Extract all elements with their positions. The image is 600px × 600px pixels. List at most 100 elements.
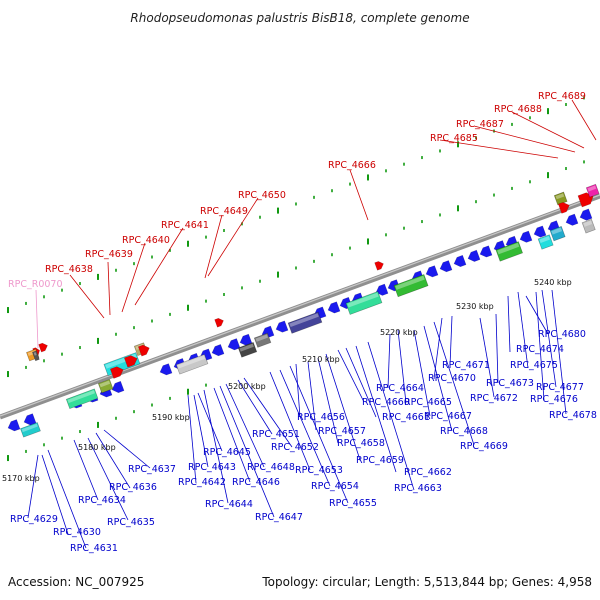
reverse-gene-box-shape: [495, 241, 523, 262]
reverse-gene-leader: [73, 439, 99, 501]
reverse-gene-arrow-shape: [425, 265, 439, 278]
reverse-gene-arrow: [519, 230, 533, 243]
reverse-gene-leader: [433, 317, 443, 380]
forward-gene-leader: [134, 227, 184, 306]
reverse-gene-label: RPC_4677: [536, 382, 584, 393]
reverse-gene-box-shine: [239, 343, 254, 352]
reverse-gene-label: RPC_4676: [530, 394, 578, 405]
reverse-gene-arrow-shape: [533, 225, 547, 238]
forward-gene-arrow-shape: [577, 192, 594, 208]
reverse-gene-label: RPC_4630: [53, 527, 101, 538]
forward-gene-label: RPC_4685: [430, 133, 478, 144]
forward-gene-arrow: [123, 355, 138, 368]
reverse-gene-label: RPC_4665: [404, 397, 452, 408]
reverse-gene-label: RPC_4657: [318, 426, 366, 437]
reverse-gene-leader: [295, 363, 301, 418]
rna-gene-box-mark: [32, 350, 40, 362]
reverse-gene-arrow-shape: [111, 380, 125, 393]
reverse-gene-box-shine: [347, 292, 379, 308]
genome-backbone: [0, 193, 600, 420]
kbp-marker-label: 5240 kbp: [534, 278, 572, 287]
reverse-gene-arrow: [111, 380, 125, 393]
forward-gene-arrow-shape: [137, 344, 150, 357]
reverse-gene-label: RPC_4645: [203, 447, 251, 458]
kbp-layer: 5170 kbp 5180 kbp 5190 kbp 5200 kbp 5210 kbp…: [2, 278, 572, 483]
reverse-gene-leader: [433, 321, 475, 446]
reverse-gene-box-shape: [287, 311, 323, 334]
reverse-gene-arrow-shape: [565, 213, 579, 226]
reverse-gene-box-shape: [549, 225, 566, 242]
reverse-gene-leader: [213, 387, 251, 483]
reverse-gene-leader: [541, 289, 557, 388]
forward-gene-label: RPC_4650: [238, 190, 286, 201]
reverse-gene-label: RPC_4678: [549, 410, 597, 421]
reverse-gene-arrow-shape: [275, 320, 289, 333]
reverse-gene-label: RPC_4653: [295, 465, 343, 476]
forward-gene-label: RPC_4689: [538, 91, 586, 102]
forward-gene-arrow: [137, 344, 150, 357]
reverse-gene-label: RPC_4656: [297, 412, 345, 423]
reverse-gene-label: RPC_4660: [362, 397, 410, 408]
forward-gene-arrow-shape: [109, 366, 124, 379]
forward-gene-arrow: [557, 202, 570, 214]
reverse-gene-label: RPC_4646: [232, 477, 280, 488]
reverse-gene-arrow: [579, 208, 593, 221]
reverse-gene-arrow: [565, 213, 579, 226]
reverse-gene-leader: [237, 379, 273, 435]
reverse-gene-label: RPC_4680: [538, 329, 586, 340]
reverse-gene-box-shine: [289, 313, 319, 328]
forward-gene-label: RPC_4688: [494, 104, 542, 115]
forward-gene-leader: [207, 197, 259, 277]
reverse-gene-arrow: [159, 363, 173, 376]
reverse-gene-label: RPC_4668: [440, 426, 488, 437]
reverse-gene-box-shape: [175, 353, 209, 375]
reverse-gene-box: [97, 378, 114, 394]
reverse-gene-arrow: [239, 333, 253, 346]
reverse-gene-arrow: [375, 283, 389, 296]
forward-gene-arrow-shape: [123, 355, 138, 368]
reverse-gene-box: [253, 332, 272, 348]
reverse-gene-box-shape: [20, 422, 41, 438]
kbp-marker-label: 5180 kbp: [78, 443, 116, 452]
reverse-gene-arrow-shape: [211, 344, 225, 357]
reverse-gene-leader: [95, 432, 131, 489]
reverse-gene-box: [549, 225, 566, 242]
reverse-gene-box-shine: [255, 334, 268, 342]
reverse-gene-arrow-shape: [479, 245, 493, 258]
label-layer: RPC_4638 RPC_4639 RPC_4640 RPC_4641 RPC_4649…: [8, 91, 597, 554]
reverse-gene-leader: [41, 454, 69, 535]
genome-summary-text: Topology: circular; Length: 5,513,844 bp…: [261, 575, 592, 589]
reverse-gene-box-shine: [67, 390, 95, 403]
reverse-gene-leader: [325, 353, 361, 461]
genome-backbone-highlight: [0, 194, 600, 417]
reverse-gene-box: [237, 341, 258, 358]
reverse-gene-arrow-shape: [579, 208, 593, 221]
reverse-gene-arrow-shape: [7, 419, 21, 432]
reverse-gene-arrow: [533, 225, 547, 238]
reverse-gene-label: RPC_4654: [311, 481, 359, 492]
reverse-gene-leader: [517, 291, 529, 369]
reverse-gene-box-shine: [177, 355, 205, 369]
reverse-gene-leader: [317, 357, 339, 444]
reverse-gene-arrow-shape: [467, 249, 481, 262]
reverse-gene-arrow-shape: [453, 254, 467, 268]
reverse-gene-leader: [413, 329, 431, 417]
reverse-gene-leader: [367, 341, 415, 491]
reverse-gene-box-shine: [99, 380, 111, 388]
reverse-gene-arrow: [327, 301, 341, 314]
reverse-gene-label: RPC_4629: [10, 514, 58, 525]
reverse-gene-label: RPC_4648: [247, 462, 295, 473]
reverse-gene-label: RPC_4651: [252, 429, 300, 440]
reverse-gene-arrow: [479, 245, 493, 258]
reverse-gene-arrow-shape: [327, 301, 341, 314]
reverse-gene-arrow: [227, 338, 241, 351]
reverse-gene-arrow: [467, 249, 481, 262]
reverse-gene-leader: [193, 394, 209, 468]
forward-gene-leader: [349, 169, 369, 221]
reverse-gene-box-shape: [581, 218, 596, 234]
reverse-gene-leader: [103, 429, 151, 469]
kbp-marker-label: 5190 kbp: [152, 413, 190, 422]
reverse-gene-box: [393, 274, 429, 298]
forward-gene-label: RPC_4666: [328, 160, 376, 171]
